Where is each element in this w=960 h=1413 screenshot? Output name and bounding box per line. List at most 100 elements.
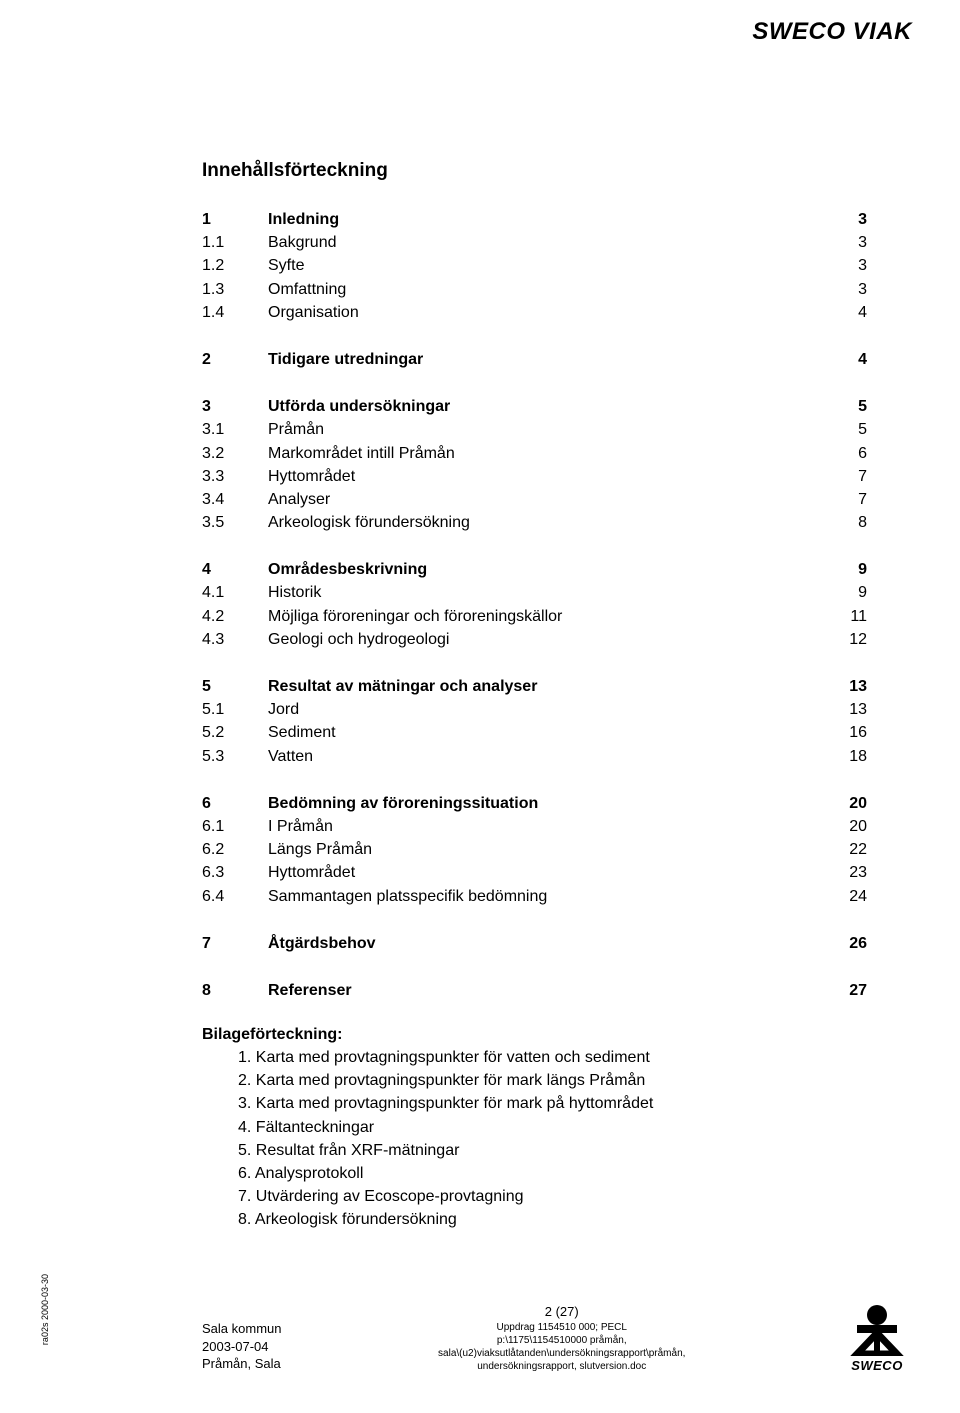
toc-label: Sammantagen platsspecifik bedömning: [268, 885, 833, 908]
toc-row: 2Tidigare utredningar4: [202, 348, 867, 371]
toc-number: 1.4: [202, 301, 268, 324]
sweco-logo-text: SWECO: [851, 1358, 903, 1373]
toc-block: 7Åtgärdsbehov26: [202, 932, 867, 955]
toc-number: 4.1: [202, 581, 268, 604]
toc-row: 1.2Syfte3: [202, 254, 867, 277]
toc-number: 3: [202, 395, 268, 418]
toc-label: Hyttområdet: [268, 465, 833, 488]
toc-label: Organisation: [268, 301, 833, 324]
toc-page: 20: [833, 815, 867, 838]
footer-path-2: sala\(u2)viaksutlåtanden\undersökningsra…: [301, 1347, 822, 1360]
toc-row: 3.3Hyttområdet7: [202, 465, 867, 488]
footer-right: SWECO: [842, 1302, 912, 1373]
toc-row: 4.3Geologi och hydrogeologi12: [202, 628, 867, 651]
toc-number: 3.4: [202, 488, 268, 511]
attachment-item: 2. Karta med provtagningspunkter för mar…: [238, 1069, 867, 1092]
toc-page: 3: [833, 254, 867, 277]
toc-row: 3.1Pråmån5: [202, 418, 867, 441]
toc-number: 6.3: [202, 861, 268, 884]
toc-label: Pråmån: [268, 418, 833, 441]
toc-page: 27: [833, 979, 867, 1002]
attachments-heading: Bilageförteckning:: [202, 1026, 867, 1044]
toc-number: 1: [202, 208, 268, 231]
toc-row: 3Utförda undersökningar5: [202, 395, 867, 418]
toc-number: 4.2: [202, 605, 268, 628]
toc-page: 9: [833, 581, 867, 604]
toc-block: 5Resultat av mätningar och analyser135.1…: [202, 675, 867, 768]
page-title: Innehållsförteckning: [202, 160, 867, 182]
header-logo: SWECO VIAK: [752, 18, 912, 46]
footer: Sala kommun 2003-07-04 Pråmån, Sala 2 (2…: [202, 1302, 912, 1373]
toc-block: 3Utförda undersökningar53.1Pråmån53.2Mar…: [202, 395, 867, 534]
toc-label: Längs Pråmån: [268, 838, 833, 861]
toc-row: 6.4Sammantagen platsspecifik bedömning24: [202, 885, 867, 908]
footer-date: 2003-07-04: [202, 1338, 281, 1356]
toc-number: 3.1: [202, 418, 268, 441]
attachment-item: 5. Resultat från XRF-mätningar: [238, 1139, 867, 1162]
toc-row: 7Åtgärdsbehov26: [202, 932, 867, 955]
toc-number: 3.2: [202, 442, 268, 465]
toc-label: Bedömning av föroreningssituation: [268, 792, 833, 815]
footer-uppdrag: Uppdrag 1154510 000; PECL: [301, 1321, 822, 1334]
toc-label: Inledning: [268, 208, 833, 231]
toc-page: 20: [833, 792, 867, 815]
toc-row: 1.1Bakgrund3: [202, 231, 867, 254]
toc-label: Bakgrund: [268, 231, 833, 254]
toc-row: 1.3Omfattning3: [202, 278, 867, 301]
footer-project: Pråmån, Sala: [202, 1355, 281, 1373]
toc-number: 4: [202, 558, 268, 581]
footer-path-1: p:\1175\1154510000 pråmån,: [301, 1334, 822, 1347]
sidebar-code: ra02s 2000-03-30: [40, 1274, 50, 1345]
toc-label: Sediment: [268, 721, 833, 744]
attachment-item: 3. Karta med provtagningspunkter för mar…: [238, 1092, 867, 1115]
toc-row: 4Områdesbeskrivning9: [202, 558, 867, 581]
toc-label: Möjliga föroreningar och föroreningskäll…: [268, 605, 833, 628]
toc-label: Arkeologisk förundersökning: [268, 511, 833, 534]
toc-row: 5Resultat av mätningar och analyser13: [202, 675, 867, 698]
toc-label: Geologi och hydrogeologi: [268, 628, 833, 651]
page-number: 2 (27): [301, 1304, 822, 1321]
toc-label: I Pråmån: [268, 815, 833, 838]
toc-number: 3.5: [202, 511, 268, 534]
toc-row: 5.1Jord13: [202, 698, 867, 721]
toc-label: Analyser: [268, 488, 833, 511]
toc-block: 1Inledning31.1Bakgrund31.2Syfte31.3Omfat…: [202, 208, 867, 324]
toc-row: 4.2Möjliga föroreningar och föroreningsk…: [202, 605, 867, 628]
toc-page: 4: [833, 348, 867, 371]
toc-block: 8Referenser27: [202, 979, 867, 1002]
toc-page: 8: [833, 511, 867, 534]
toc-row: 6Bedömning av föroreningssituation20: [202, 792, 867, 815]
toc-row: 4.1Historik9: [202, 581, 867, 604]
toc-label: Hyttområdet: [268, 861, 833, 884]
toc-row: 1.4Organisation4: [202, 301, 867, 324]
toc-number: 5.3: [202, 745, 268, 768]
toc-label: Tidigare utredningar: [268, 348, 833, 371]
toc-page: 16: [833, 721, 867, 744]
toc-label: Omfattning: [268, 278, 833, 301]
toc-number: 3.3: [202, 465, 268, 488]
toc-number: 5.1: [202, 698, 268, 721]
toc-block: 2Tidigare utredningar4: [202, 348, 867, 371]
toc-page: 26: [833, 932, 867, 955]
toc-page: 3: [833, 278, 867, 301]
footer-path-3: undersökningsrapport, slutversion.doc: [301, 1360, 822, 1373]
toc-number: 6.4: [202, 885, 268, 908]
toc-block: 4Områdesbeskrivning94.1Historik94.2Möjli…: [202, 558, 867, 651]
toc-page: 12: [833, 628, 867, 651]
toc-label: Markområdet intill Pråmån: [268, 442, 833, 465]
toc-block: 6Bedömning av föroreningssituation206.1I…: [202, 792, 867, 908]
toc-label: Referenser: [268, 979, 833, 1002]
toc-number: 6.1: [202, 815, 268, 838]
toc-label: Utförda undersökningar: [268, 395, 833, 418]
sweco-logo-icon: [850, 1302, 904, 1356]
toc-page: 5: [833, 418, 867, 441]
toc-label: Historik: [268, 581, 833, 604]
toc-row: 3.2Markområdet intill Pråmån6: [202, 442, 867, 465]
toc-row: 1Inledning3: [202, 208, 867, 231]
attachment-item: 8. Arkeologisk förundersökning: [238, 1208, 867, 1231]
toc-label: Områdesbeskrivning: [268, 558, 833, 581]
toc-number: 6: [202, 792, 268, 815]
footer-client: Sala kommun: [202, 1320, 281, 1338]
toc-label: Vatten: [268, 745, 833, 768]
toc-row: 6.2Längs Pråmån22: [202, 838, 867, 861]
